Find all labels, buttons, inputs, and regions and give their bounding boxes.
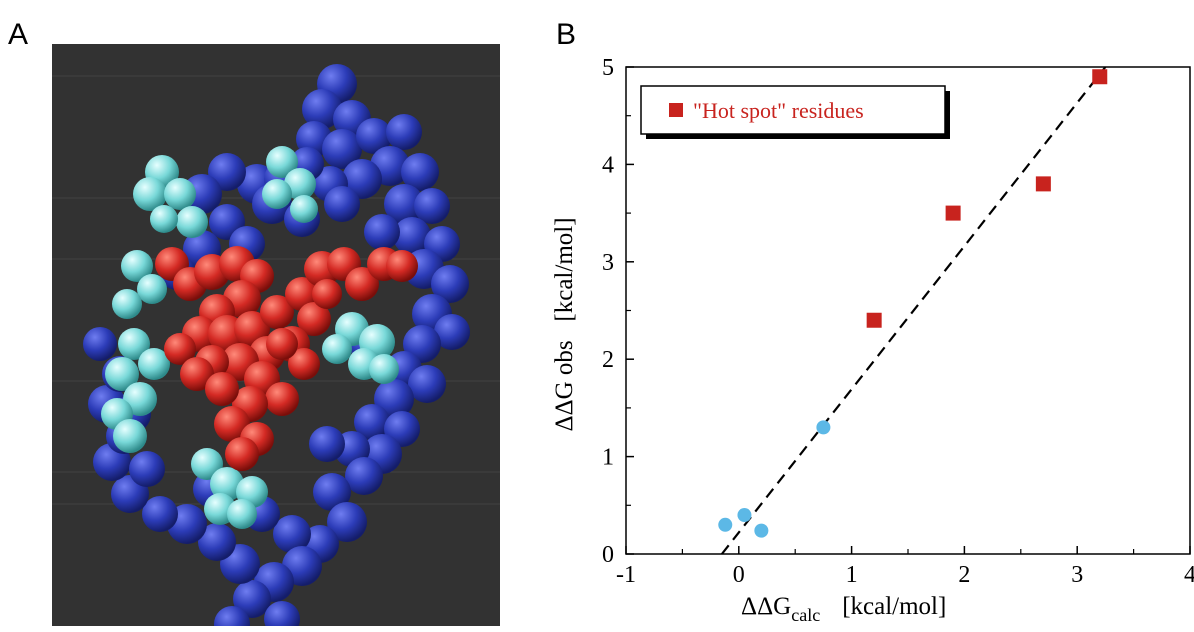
atom-sphere: [414, 188, 450, 224]
y-tick-label: 2: [602, 347, 614, 373]
x-tick-label: 2: [958, 562, 970, 588]
x-axis-label-subscript: calc: [791, 605, 820, 625]
hot-spot-atoms: [155, 246, 418, 471]
protein-structure-image: [52, 44, 500, 626]
residue-point: [718, 517, 733, 532]
atom-sphere: [297, 302, 331, 336]
atom-sphere: [345, 457, 383, 495]
y-tick-label: 4: [602, 152, 614, 178]
atom-sphere: [164, 333, 196, 365]
atom-sphere: [408, 365, 446, 403]
atom-sphere: [342, 159, 382, 199]
atom-sphere: [83, 327, 117, 361]
atom-sphere: [205, 372, 239, 406]
x-tick-label: 4: [1184, 562, 1194, 588]
atom-sphere: [401, 153, 439, 191]
atom-sphere: [225, 437, 259, 471]
atom-sphere: [290, 195, 318, 223]
y-tick-label: 1: [602, 445, 614, 471]
atom-sphere: [356, 118, 392, 154]
atom-sphere: [227, 499, 257, 529]
atom-sphere: [112, 289, 142, 319]
atom-sphere: [118, 328, 150, 360]
y-tick-label: 0: [602, 542, 614, 568]
atom-sphere: [322, 334, 352, 364]
atom-sphere: [138, 348, 170, 380]
atom-sphere: [133, 177, 167, 211]
x-tick-label: -1: [616, 562, 636, 588]
atom-sphere: [354, 404, 390, 440]
atom-sphere: [266, 328, 298, 360]
atom-sphere: [431, 265, 469, 303]
atom-sphere: [137, 274, 167, 304]
atom-sphere: [369, 354, 399, 384]
atom-sphere: [309, 426, 345, 462]
atom-sphere: [434, 314, 470, 350]
panel-label-a: A: [8, 18, 29, 51]
panel-label-b: B: [556, 18, 577, 51]
atom-sphere: [262, 179, 292, 209]
atom-sphere: [150, 205, 178, 233]
x-tick-label: 1: [846, 562, 858, 588]
atom-sphere: [214, 406, 250, 442]
y-axis-label: ΔΔG obs [kcal/mol]: [551, 217, 578, 431]
legend-marker-hot-spot: [669, 103, 683, 117]
atom-sphere: [121, 250, 153, 282]
y-tick-label: 3: [602, 250, 614, 276]
atom-sphere: [198, 523, 236, 561]
atom-sphere: [214, 606, 250, 626]
atom-sphere: [105, 357, 139, 391]
residue-point: [754, 523, 769, 538]
atom-sphere: [345, 267, 379, 301]
atom-sphere: [176, 206, 208, 238]
plot-area: [625, 66, 1191, 555]
atom-sphere: [302, 89, 342, 129]
hot-spot-point: [1092, 69, 1108, 85]
plot-frame: [625, 66, 1191, 555]
data-points: [718, 69, 1108, 538]
x-axis-label-units: [kcal/mol]: [842, 593, 946, 620]
x-tick-label: 0: [733, 562, 745, 588]
atom-sphere: [322, 129, 362, 169]
residue-point: [737, 508, 752, 523]
atom-sphere: [312, 279, 342, 309]
atom-sphere: [180, 357, 214, 391]
fit-line: [721, 66, 1107, 555]
hot-spot-point: [1035, 176, 1051, 192]
atom-sphere: [384, 184, 424, 224]
x-axis-label: ΔΔGcalc [kcal/mol]: [741, 593, 946, 625]
atom-sphere: [233, 580, 271, 618]
atom-sphere: [273, 515, 311, 553]
atom-sphere: [288, 348, 320, 380]
y-tick-label: 5: [602, 55, 614, 81]
fit-line-path: [721, 66, 1107, 555]
atom-sphere: [265, 382, 299, 416]
atom-sphere: [284, 168, 316, 200]
atom-sphere: [260, 295, 294, 329]
atom-sphere: [210, 467, 244, 501]
atom-sphere: [393, 217, 431, 255]
atom-sphere: [129, 451, 165, 487]
atom-sphere: [386, 250, 418, 282]
atom-sphere: [142, 496, 178, 532]
contact-residue-atoms: [101, 146, 399, 529]
atom-sphere: [113, 419, 147, 453]
hot-spot-point: [866, 312, 882, 328]
hot-spot-point: [945, 205, 961, 221]
legend-label-hot-spot: "Hot spot" residues: [693, 98, 864, 123]
legend: "Hot spot" residues: [640, 85, 950, 139]
atom-sphere: [164, 178, 196, 210]
atom-sphere: [324, 186, 360, 222]
atom-sphere: [327, 502, 367, 542]
x-tick-label: 3: [1071, 562, 1083, 588]
atom-sphere: [364, 214, 400, 250]
x-axis-label-symbol: ΔΔG: [741, 593, 791, 620]
residue-point: [816, 420, 831, 435]
atom-sphere: [386, 114, 422, 150]
atom-sphere: [264, 601, 300, 626]
atom-sphere: [266, 146, 298, 178]
atom-sphere: [313, 473, 351, 511]
